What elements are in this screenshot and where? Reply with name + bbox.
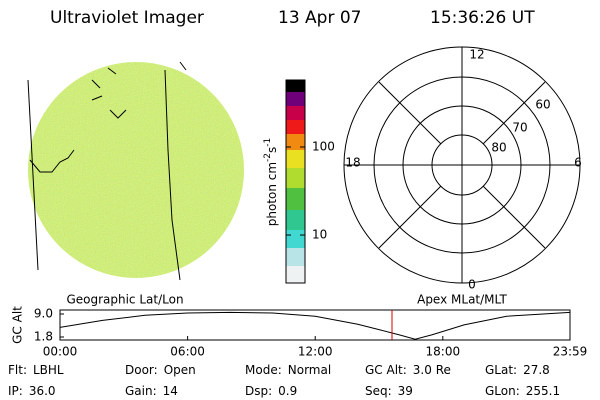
mlt-label: 6 xyxy=(574,156,582,170)
field-value: 3.0 Re xyxy=(413,363,451,377)
field-value: LBHL xyxy=(33,363,64,377)
field: Seq: 39 xyxy=(365,384,413,398)
y-tick-label: 1.8 xyxy=(34,329,53,343)
plot-frame xyxy=(59,309,571,341)
y-tick-label: 9.0 xyxy=(34,306,53,320)
field-label: Seq: xyxy=(365,384,392,398)
field-value: 0.9 xyxy=(278,384,297,398)
title: Ultraviolet Imager xyxy=(50,8,204,28)
uv-image xyxy=(27,61,244,281)
caption: Geographic Lat/Lon xyxy=(66,293,183,307)
altitude-plot: Geographic Lat/Lon Apex MLat/MLT GC Alt … xyxy=(11,293,588,359)
unit-exp: -2 xyxy=(263,153,273,162)
field-label: Door: xyxy=(125,363,158,377)
field: GLon: 255.1 xyxy=(485,384,560,398)
field: Door: Open xyxy=(125,363,196,377)
field-label: GLon: xyxy=(485,384,520,398)
mlt-label: 0 xyxy=(468,278,476,292)
field-value: 39 xyxy=(398,384,413,398)
field-label: GC Alt: xyxy=(365,363,407,377)
field-value: 36.0 xyxy=(29,384,56,398)
field-value: 27.8 xyxy=(523,363,550,377)
date: 13 Apr 07 xyxy=(278,8,361,28)
field-label: Gain: xyxy=(125,384,157,398)
colorbar-tick-label: 100 xyxy=(312,139,335,153)
field-label: Dsp: xyxy=(245,384,272,398)
field-value: Open xyxy=(164,363,196,377)
field-label: GLat: xyxy=(485,363,517,377)
altitude-curve xyxy=(59,311,571,340)
field: Mode: Normal xyxy=(245,363,331,377)
caption: Apex MLat/MLT xyxy=(417,293,507,307)
x-tick-label: 12:00 xyxy=(298,345,333,359)
colorbar: photon cm-2s-1 xyxy=(263,79,306,284)
colorbar-label: photon cm-2s-1 xyxy=(263,138,279,227)
field-value: 14 xyxy=(163,384,178,398)
x-tick-label: 23:59 xyxy=(553,345,588,359)
field-label: Flt: xyxy=(8,363,27,377)
lat-label: 60 xyxy=(535,98,550,112)
polar-grid: 12 18 6 0 60 70 80 xyxy=(343,46,582,292)
x-tick-label: 06:00 xyxy=(170,345,205,359)
field: Flt: LBHL xyxy=(8,363,64,377)
lat-label: 70 xyxy=(512,121,527,135)
field-value: 255.1 xyxy=(526,384,560,398)
field: IP: 36.0 xyxy=(8,384,56,398)
lat-label: 80 xyxy=(491,141,506,155)
field-value: Normal xyxy=(288,363,331,377)
field: GC Alt: 3.0 Re xyxy=(365,363,451,377)
field-label: Mode: xyxy=(245,363,282,377)
time: 15:36:26 UT xyxy=(430,8,535,28)
unit: photon cm xyxy=(265,162,279,226)
y-axis-label: GC Alt xyxy=(11,306,25,344)
unit-exp: -1 xyxy=(263,138,273,147)
x-tick-label: 18:00 xyxy=(426,345,461,359)
x-tick-label: 00:00 xyxy=(43,345,78,359)
field: Dsp: 0.9 xyxy=(245,384,297,398)
colorbar-tick-label: 10 xyxy=(312,228,327,242)
footer: Flt: LBHL Door: Open Mode: Normal GC Alt: 3.0 R… xyxy=(8,363,560,398)
mlt-label: 18 xyxy=(345,156,360,170)
field: Gain: 14 xyxy=(125,384,178,398)
unit: s xyxy=(265,147,279,153)
mlt-label: 12 xyxy=(469,48,484,62)
field: GLat: 27.8 xyxy=(485,363,550,377)
field-label: IP: xyxy=(8,384,23,398)
